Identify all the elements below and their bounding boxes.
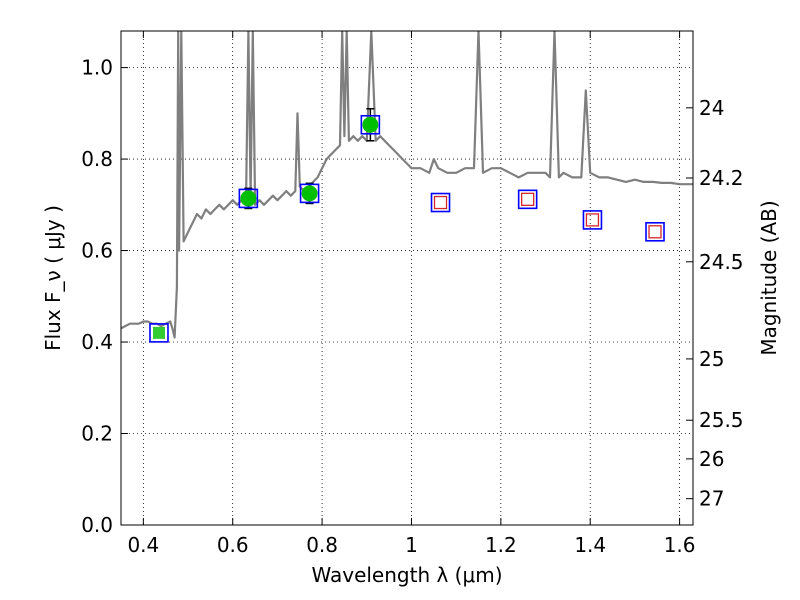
model-marker: [430, 192, 451, 213]
observed-point: [152, 326, 165, 339]
observed-point: [301, 185, 318, 202]
mag-tick-label: 24.5: [699, 250, 744, 274]
y-tick-label: 1.0: [81, 56, 113, 80]
model-marker: [238, 188, 259, 209]
observed-point: [362, 116, 379, 133]
mag-tick-label: 26: [699, 447, 724, 471]
model-marker: [582, 210, 603, 230]
upper-limit-marker: [433, 195, 448, 210]
observed-point: [240, 190, 257, 207]
x-tick-label: 1: [405, 533, 418, 557]
y-tick-label: 0.0: [81, 513, 113, 537]
y-tick-label: 0.8: [81, 147, 113, 171]
y-tick-label: 0.6: [81, 239, 113, 263]
x-tick-label: 1.6: [664, 533, 696, 557]
upper-limit-marker: [521, 192, 535, 206]
y-tick-label: 0.2: [81, 422, 113, 446]
magnitude-axis-label: Magnitude (AB): [757, 200, 781, 355]
spectrum: [121, 31, 693, 339]
x-axis-label: Wavelength λ (μm): [311, 563, 502, 587]
axes: 0.4 0.6 0.8 1 1.2 1.4 1.6 0.0 0.2 0.4 0.6 0.8 1.0 24 2…: [81, 31, 744, 557]
model-marker: [360, 114, 381, 135]
mag-tick-label: 25: [699, 347, 724, 371]
model-marker: [149, 323, 169, 343]
y-tick-label: 0.4: [81, 330, 113, 354]
model-marker: [517, 189, 538, 210]
plot-frame: [120, 30, 694, 526]
upper-limit-marker: [585, 213, 600, 227]
y-axis-label: Flux F_ν ( μJy ): [41, 205, 65, 351]
model-marker: [645, 222, 665, 242]
grid-lines: [121, 31, 693, 526]
photometry-points: [149, 108, 665, 343]
x-tick-label: 0.4: [127, 533, 159, 557]
upper-limit-marker: [648, 225, 662, 239]
x-tick-label: 0.8: [306, 533, 338, 557]
x-tick-label: 1.2: [485, 533, 517, 557]
mag-tick-label: 24.2: [699, 166, 744, 190]
x-tick-label: 1.4: [574, 533, 606, 557]
mag-tick-label: 25.5: [699, 408, 744, 432]
mag-tick-label: 27: [699, 487, 724, 511]
mag-tick-label: 24: [699, 96, 724, 120]
x-tick-label: 0.6: [217, 533, 249, 557]
spectrum-line: [121, 31, 693, 339]
model-marker: [299, 183, 320, 204]
